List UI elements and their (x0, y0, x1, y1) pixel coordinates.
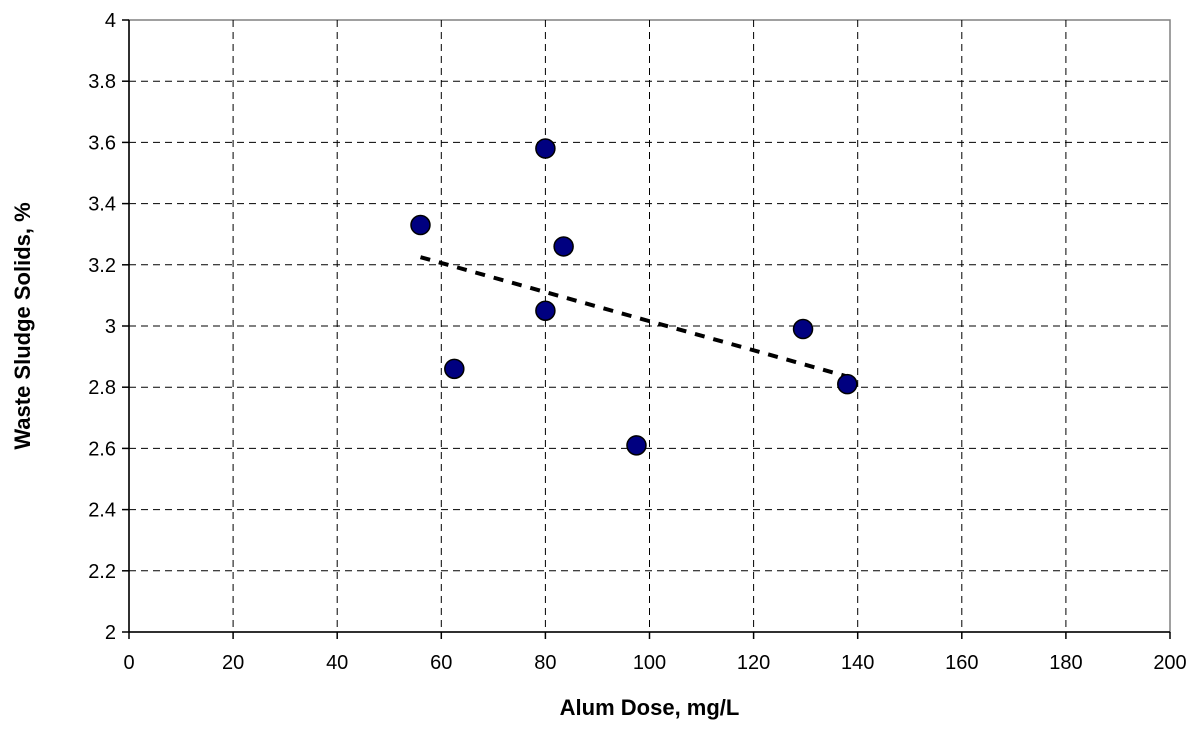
x-tick-label: 120 (737, 652, 770, 674)
y-tick-label: 3.8 (88, 71, 116, 93)
data-point (792, 318, 814, 340)
x-axis-ticks: 0 20 40 60 80 100 120 140 160 180 200 (123, 632, 1187, 674)
x-tick-label: 160 (945, 652, 978, 674)
y-tick-label: 2.8 (88, 377, 116, 399)
x-tick-label: 80 (534, 652, 556, 674)
x-tick-label: 40 (326, 652, 348, 674)
y-axis-ticks: 2 2.2 2.4 2.6 2.8 3 3.2 3.4 3.6 3.8 4 (88, 10, 129, 644)
y-tick-label: 3.6 (88, 132, 116, 154)
y-tick-label: 2.2 (88, 561, 116, 583)
y-tick-label: 4 (105, 10, 116, 32)
x-tick-label: 140 (841, 652, 874, 674)
data-point (837, 373, 858, 395)
data-points (410, 138, 858, 456)
y-axis-title: Waste Sludge Solids, % (10, 202, 35, 449)
x-tick-label: 20 (222, 652, 244, 674)
x-axis-title: Alum Dose, mg/L (560, 695, 740, 720)
data-point (535, 300, 556, 321)
y-tick-label: 2 (105, 622, 116, 644)
gridlines (129, 20, 1170, 632)
x-tick-label: 200 (1153, 652, 1186, 674)
y-tick-label: 2.6 (88, 438, 116, 460)
data-point (444, 358, 465, 380)
data-point (535, 138, 556, 159)
x-tick-label: 60 (430, 652, 452, 674)
x-tick-label: 100 (633, 652, 666, 674)
x-tick-label: 180 (1049, 652, 1082, 674)
data-point (553, 236, 574, 257)
trendline (419, 255, 848, 379)
data-point (626, 435, 647, 456)
y-tick-label: 3.2 (88, 255, 116, 277)
trendline-layer (419, 255, 848, 379)
x-tick-label: 0 (123, 652, 134, 674)
y-tick-label: 3.4 (88, 194, 116, 216)
data-point (410, 214, 431, 236)
y-tick-label: 3 (105, 316, 116, 338)
y-tick-label: 2.4 (88, 500, 116, 522)
